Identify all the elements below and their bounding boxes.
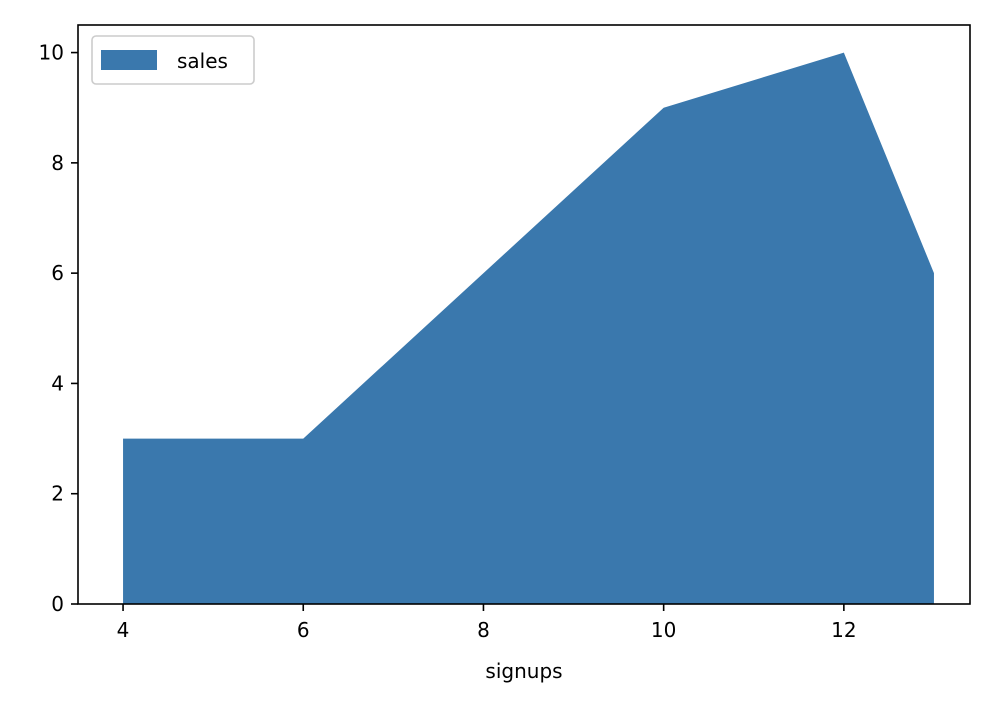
y-tick-label: 0 <box>51 592 64 616</box>
legend-swatch-sales <box>101 50 157 70</box>
y-tick-label: 6 <box>51 261 64 285</box>
y-tick-label: 8 <box>51 151 64 175</box>
legend: sales <box>91 35 255 85</box>
x-tick-label: 12 <box>831 618 856 642</box>
axes: 4 6 8 10 12 0 2 4 6 8 10 <box>39 24 971 642</box>
y-tick-label: 4 <box>51 371 64 395</box>
y-tick-label: 10 <box>39 41 64 65</box>
legend-label-sales: sales <box>177 49 228 73</box>
x-tick-label: 4 <box>117 618 130 642</box>
plot-area <box>123 52 934 605</box>
x-tick-label: 8 <box>477 618 490 642</box>
x-tick-label: 10 <box>651 618 676 642</box>
x-axis-title: signups <box>485 659 562 683</box>
axes-frame <box>77 24 971 605</box>
x-tick-label: 6 <box>297 618 310 642</box>
y-tick-label: 2 <box>51 482 64 506</box>
area-series-sales <box>123 52 934 605</box>
legend-box <box>91 35 255 85</box>
